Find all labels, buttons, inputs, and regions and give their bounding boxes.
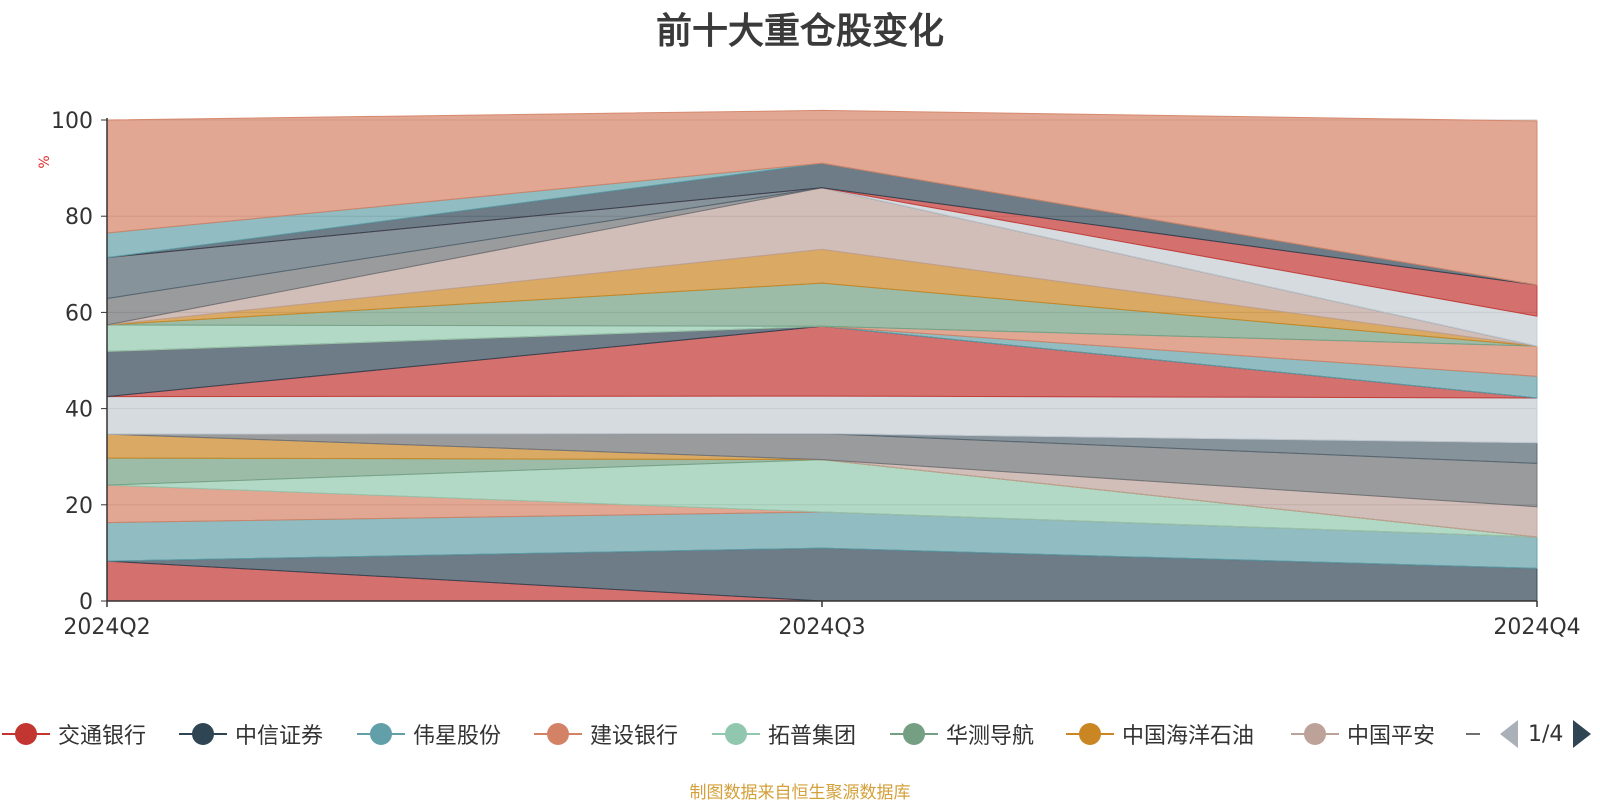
x-tick-label: 2024Q2 [63, 615, 150, 640]
legend-item[interactable]: 中国平安 [1289, 716, 1435, 752]
legend: 交通银行 中信证券 伟星股份 建设银行 拓普集团 华测导航 中国海洋石油 中国平安 [0, 716, 1600, 752]
legend-marker-icon [710, 716, 762, 752]
legend-label: 建设银行 [590, 724, 679, 749]
legend-label: 中国平安 [1347, 724, 1436, 749]
legend-item[interactable]: 中国海洋石油 [1064, 716, 1254, 752]
legend-item[interactable]: 建设银行 [532, 716, 678, 752]
legend-marker-icon [532, 716, 584, 752]
legend-marker-icon [0, 716, 52, 752]
legend-label: 伟星股份 [413, 724, 502, 749]
pager-prev-icon[interactable] [1500, 720, 1518, 748]
legend-marker-icon [355, 716, 407, 752]
legend-item[interactable]: 华测导航 [888, 716, 1034, 752]
y-tick-label: 80 [65, 205, 93, 230]
legend-item-truncated [1466, 716, 1482, 752]
legend-item[interactable]: 交通银行 [0, 716, 146, 752]
stacked-area-chart: 0 20 40 60 80 100 2024Q2 2024Q3 2024Q4% [37, 109, 1581, 640]
pager-page-indicator: 1/4 [1528, 721, 1564, 747]
y-tick-label: 100 [51, 109, 93, 134]
legend-label: 华测导航 [946, 724, 1035, 749]
legend-item[interactable]: 拓普集团 [710, 716, 856, 752]
legend-pager: 1/4 [1500, 716, 1592, 752]
pager-next-icon[interactable] [1573, 720, 1592, 748]
area-series-group [106, 109, 1538, 602]
x-tick-label: 2024Q3 [778, 615, 865, 640]
legend-marker-icon [177, 716, 229, 752]
source-note: 制图数据来自恒生聚源数据库 [689, 783, 911, 803]
legend-marker-icon [888, 716, 940, 752]
legend-marker-icon [1466, 733, 1480, 735]
legend-label: 中信证券 [235, 724, 324, 749]
legend-marker-icon [1064, 716, 1116, 752]
legend-label: 交通银行 [58, 724, 147, 749]
chart-title: 前十大重仓股变化 [655, 11, 944, 52]
legend-item[interactable]: 中信证券 [177, 716, 323, 752]
legend-item[interactable]: 伟星股份 [355, 716, 501, 752]
y-tick-label: 40 [65, 398, 93, 423]
y-tick-label: 20 [65, 494, 93, 519]
legend-marker-icon [1289, 716, 1341, 752]
y-tick-label: 0 [79, 590, 93, 615]
x-tick-label: 2024Q4 [1493, 615, 1580, 640]
legend-label: 中国海洋石油 [1122, 724, 1255, 749]
y-tick-label: 60 [65, 301, 93, 326]
legend-label: 拓普集团 [768, 724, 857, 749]
y-axis-label: % [37, 155, 53, 168]
